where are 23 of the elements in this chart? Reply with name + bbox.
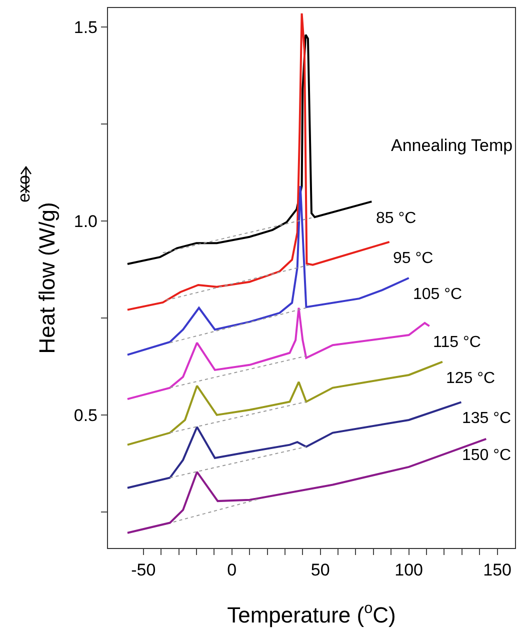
x-tick-label: 50 (310, 560, 330, 580)
x-axis-title: Temperature ($^{o}$C) (227, 600, 396, 628)
y-axis-title: Heat flow (W/g) (34, 202, 60, 354)
line-series (126, 438, 488, 534)
y-tick-label: 0.5 (74, 406, 98, 425)
series-label: 85 °C (376, 210, 416, 227)
y-tick-label: 1.5 (74, 18, 98, 37)
series-label: 135 °C (462, 410, 512, 427)
x-tick-label: 0 (227, 560, 237, 580)
legend-title: Annealing Temp (391, 136, 513, 155)
line-series (126, 34, 373, 266)
line-series (126, 360, 444, 446)
line-series (126, 401, 462, 489)
y-tick-label: 1.0 (74, 212, 98, 231)
x-tick-label: -50 (131, 560, 156, 580)
x-tick-label: 150 (483, 560, 512, 580)
series-label: 115 °C (433, 334, 481, 351)
series-label: 150 °C (462, 447, 512, 464)
line-series (126, 306, 430, 400)
series-label: 125 °C (446, 370, 496, 387)
series-label: 105 °C (413, 286, 462, 303)
x-tick-label: 100 (394, 560, 424, 580)
series-label: 95 °C (393, 250, 434, 267)
